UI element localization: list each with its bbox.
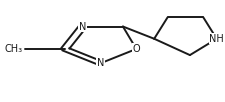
Text: CH₃: CH₃ — [4, 44, 22, 54]
Text: N: N — [97, 58, 104, 68]
Text: N: N — [79, 22, 86, 32]
Text: NH: NH — [208, 34, 223, 44]
Text: O: O — [132, 44, 140, 54]
